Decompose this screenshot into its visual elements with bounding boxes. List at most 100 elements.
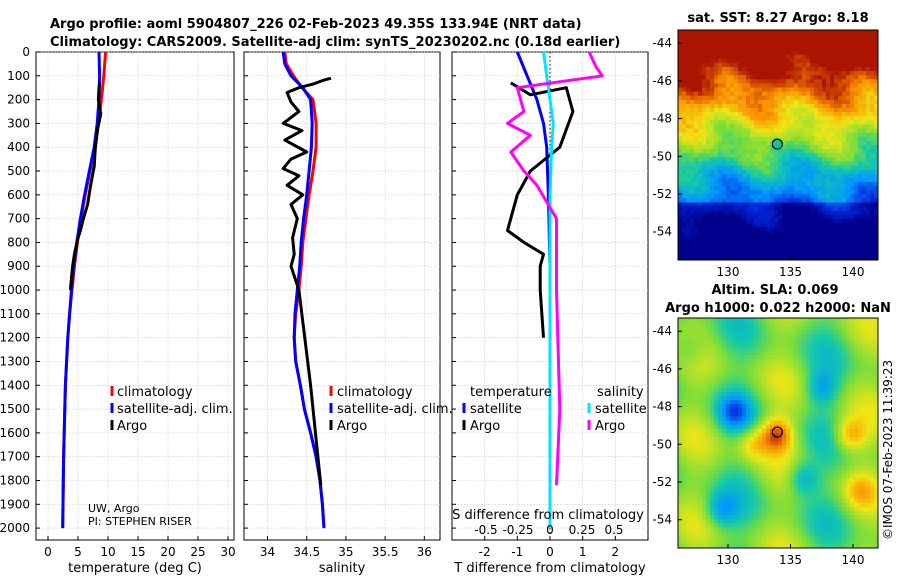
map-cell	[750, 30, 755, 35]
map-cell	[850, 387, 855, 393]
map-cell	[846, 190, 851, 195]
map-cell	[794, 71, 799, 76]
map-cell	[682, 416, 687, 422]
map-cell	[834, 83, 839, 88]
map-cell	[870, 190, 875, 195]
map-cell	[706, 322, 711, 327]
map-cell	[842, 375, 847, 381]
map-cell	[838, 186, 843, 191]
map-cell	[782, 214, 787, 220]
map-cell	[842, 231, 847, 236]
map-cell	[738, 424, 743, 430]
map-cell	[786, 363, 791, 368]
map-cell	[710, 428, 715, 434]
map-cell	[758, 173, 763, 179]
map-cell	[758, 103, 763, 109]
map-cell	[814, 103, 819, 109]
map-cell	[802, 181, 807, 187]
map-cell	[766, 354, 771, 360]
map-cell	[750, 46, 755, 51]
map-cell	[694, 227, 699, 232]
map-cell	[690, 95, 695, 101]
map-cell	[842, 140, 847, 146]
map-cell	[822, 87, 827, 93]
map-cell	[742, 379, 747, 385]
map-cell	[678, 95, 683, 101]
map-cell	[698, 145, 703, 150]
map-cell	[730, 75, 735, 80]
map-cell	[758, 322, 763, 327]
map-cell	[838, 350, 843, 356]
map-cell	[710, 149, 715, 154]
map-cell	[746, 416, 751, 422]
map-cell	[838, 157, 843, 162]
map-cell	[710, 30, 715, 35]
map-cell	[790, 116, 795, 121]
map-cell	[706, 404, 711, 409]
map-cell	[786, 75, 791, 80]
map-cell	[866, 457, 871, 463]
figure-title-line1: Argo profile: aoml 5904807_226 02-Feb-20…	[50, 17, 582, 32]
map-cell	[726, 469, 731, 475]
map-cell	[818, 62, 823, 68]
map-cell	[798, 79, 803, 84]
map-cell	[686, 210, 691, 216]
map-cell	[842, 416, 847, 422]
map-cell	[826, 231, 831, 236]
map-cell	[714, 391, 719, 397]
map-cell	[746, 103, 751, 109]
map-cell	[706, 408, 711, 413]
sal-legend-argo-label: Argo	[337, 419, 367, 434]
map-cell	[678, 132, 683, 138]
map-cell	[794, 363, 799, 368]
map-cell	[774, 449, 779, 454]
map-cell	[810, 50, 815, 56]
map-cell	[686, 75, 691, 80]
map-cell	[790, 153, 795, 158]
map-cell	[722, 157, 727, 162]
map-cell	[686, 420, 691, 426]
map-cell	[694, 190, 699, 195]
map-cell	[846, 87, 851, 93]
map-cell	[702, 206, 707, 212]
x-tick-label: 35	[338, 545, 353, 559]
map-cell	[750, 428, 755, 434]
map-cell	[794, 79, 799, 84]
map-cell	[706, 42, 711, 47]
map-cell	[862, 95, 867, 101]
map-cell	[818, 181, 823, 187]
map-cell	[734, 433, 739, 438]
map-cell	[822, 322, 827, 327]
map-cell	[826, 99, 831, 105]
map-cell	[806, 318, 811, 323]
map-cell	[730, 404, 735, 409]
map-cell	[810, 149, 815, 154]
map-cell	[862, 62, 867, 68]
map-cell	[850, 404, 855, 409]
map-cell	[838, 108, 843, 113]
map-cell	[694, 474, 699, 479]
map-cell	[774, 173, 779, 179]
map-cell	[810, 350, 815, 356]
map-cell	[762, 255, 767, 261]
map-cell	[726, 149, 731, 154]
map-cell	[678, 62, 683, 68]
map-cell	[714, 153, 719, 158]
map-cell	[706, 350, 711, 356]
map-cell	[690, 412, 695, 417]
map-cell	[778, 387, 783, 393]
map-cell	[778, 99, 783, 105]
map-cell	[822, 371, 827, 376]
map-cell	[798, 424, 803, 430]
map-cell	[774, 412, 779, 417]
map-cell	[698, 375, 703, 381]
map-cell	[706, 359, 711, 364]
map-cell	[798, 202, 803, 208]
map-cell	[790, 161, 795, 166]
map-cell	[794, 424, 799, 430]
map-cell	[738, 338, 743, 344]
map-cell	[746, 108, 751, 113]
map-cell	[774, 30, 779, 35]
map-cell	[734, 108, 739, 113]
map-cell	[762, 359, 767, 364]
